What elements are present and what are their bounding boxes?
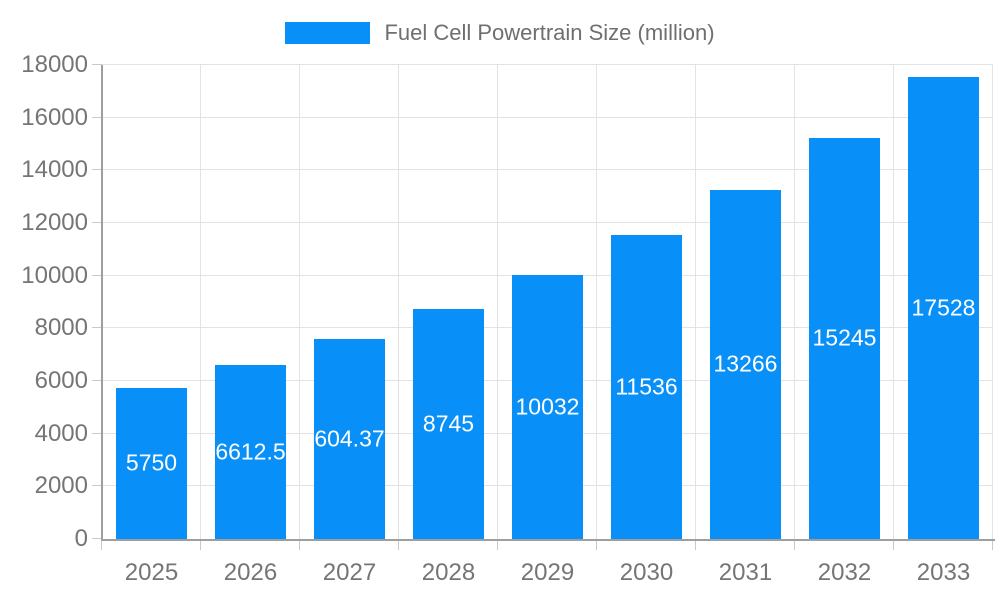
x-axis-tick [200,541,201,550]
bar-value-label: 604.37 [314,425,385,452]
x-tick-label: 2026 [223,559,278,586]
y-tick-label: 0 [74,525,88,552]
bar-2026[interactable]: 6612.5 [215,364,286,539]
bar-value-label: 8745 [422,410,475,437]
y-tick-label: 14000 [21,156,88,184]
bar-2032[interactable]: 15245 [809,137,880,539]
y-tick-label: 4000 [34,419,88,447]
gridline-vertical [299,65,300,539]
y-axis-tick [92,327,102,329]
x-axis-line [101,539,995,541]
x-axis-tick [992,541,993,550]
bar-2031[interactable]: 13266 [710,189,781,539]
bar-2028[interactable]: 8745 [413,308,484,539]
bar-value-label: 11536 [615,373,678,400]
bar-value-label: 17528 [911,294,976,321]
bar-value-label: 6612.5 [215,438,286,465]
gridline-horizontal [102,169,993,171]
y-axis-line [101,65,103,541]
x-axis-tick [893,541,894,550]
x-axis-tick [497,541,498,550]
y-axis-tick [92,64,102,65]
x-tick-label: 2028 [421,559,476,586]
gridline-vertical [398,65,399,539]
x-axis-tick [596,541,597,550]
legend-label: Fuel Cell Powertrain Size (million) [384,20,715,45]
y-axis-tick [92,432,102,434]
gridline-vertical [992,65,993,539]
x-tick-label: 2027 [322,559,377,586]
legend: Fuel Cell Powertrain Size (million) [0,20,1000,46]
gridline-vertical [794,65,795,539]
legend-swatch-icon [285,22,371,44]
x-axis-tick [299,541,300,550]
y-tick-label: 6000 [34,367,88,394]
x-tick-label: 2025 [124,559,179,586]
x-tick-label: 2029 [520,559,575,586]
y-axis-tick [92,222,102,223]
gridline-horizontal [102,222,993,223]
y-axis-tick [92,538,102,539]
y-axis-tick [92,485,102,487]
y-tick-label: 10000 [21,261,88,289]
x-tick-label: 2032 [817,559,872,586]
y-tick-label: 16000 [21,103,88,131]
legend-item[interactable]: Fuel Cell Powertrain Size (million) [285,20,715,46]
gridline-vertical [497,65,498,539]
bar-value-label: 10032 [515,393,580,420]
bar-2027[interactable]: 604.37 [314,338,385,539]
y-tick-label: 12000 [21,209,88,236]
gridline-vertical [893,65,894,539]
bar-value-label: 13266 [713,350,778,377]
x-tick-label: 2031 [718,559,773,586]
gridline-horizontal [102,116,993,118]
y-tick-label: 18000 [21,51,88,78]
x-axis-tick [794,541,795,550]
y-axis-tick [92,274,102,276]
x-axis-tick [398,541,399,550]
y-tick-label: 8000 [34,314,88,342]
bar-value-label: 5750 [125,449,178,476]
gridline-vertical [695,65,696,539]
y-tick-label: 2000 [34,472,88,500]
bar-2029[interactable]: 10032 [512,274,583,539]
x-tick-label: 2030 [619,559,674,586]
gridline-vertical [596,65,597,539]
bar-2030[interactable]: 11536 [611,235,682,539]
y-axis-tick [92,169,102,171]
gridline-vertical [200,65,201,539]
x-axis-tick [101,541,102,550]
gridline-horizontal [102,64,993,65]
x-axis-tick [695,541,696,550]
bar-2025[interactable]: 5750 [116,387,187,539]
y-axis-tick [92,380,102,381]
bar-value-label: 15245 [812,324,877,351]
y-axis-tick [92,116,102,118]
x-tick-label: 2033 [916,559,971,586]
bar-2033[interactable]: 17528 [908,77,979,539]
